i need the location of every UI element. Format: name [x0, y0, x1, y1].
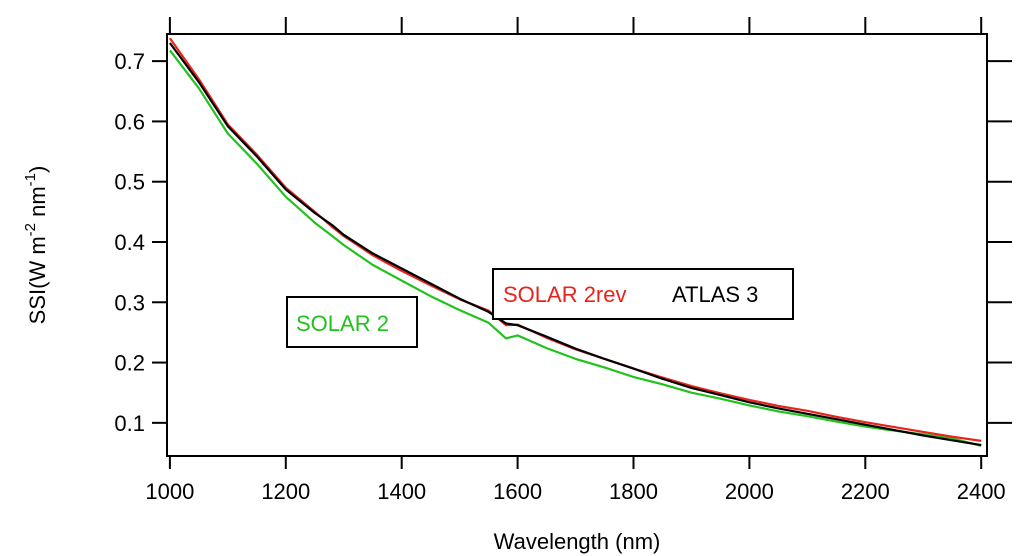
y-tick-label: 0.5 — [114, 170, 145, 195]
y-axis-title-mid: nm — [25, 186, 50, 223]
x-tick-label: 2200 — [841, 479, 890, 504]
x-tick-label: 1800 — [609, 479, 658, 504]
legend-label-atlas-3: ATLAS 3 — [672, 282, 758, 307]
ticks-layer — [152, 17, 1012, 469]
series-layer — [169, 37, 982, 447]
legend-label-solar-2rev: SOLAR 2rev — [503, 282, 627, 307]
series-line-atlas-3 — [169, 42, 982, 447]
series-line-solar-2 — [169, 49, 982, 447]
y-axis-title-base: SSI(W m — [25, 236, 50, 324]
legend-box-frame — [286, 296, 418, 348]
x-tick-label: 1200 — [261, 479, 310, 504]
x-axis-title: Wavelength (nm) — [494, 529, 661, 554]
x-tick-label: 1400 — [377, 479, 426, 504]
legend-box-solar-2rev-atlas-3: SOLAR 2rev ATLAS 3 — [492, 268, 794, 320]
y-tick-label: 0.4 — [114, 230, 145, 255]
plot-frame — [166, 33, 988, 457]
y-tick-label: 0.1 — [114, 411, 145, 436]
y-tick-label: 0.3 — [114, 290, 145, 315]
x-tick-label: 2400 — [957, 479, 1006, 504]
legend-label-solar-2: SOLAR 2 — [296, 311, 389, 336]
labels-layer: 1000 1200 1400 1600 1800 2000 2200 2400 0.1 0.2 0.… — [114, 49, 1005, 504]
y-axis-title-close: ) — [25, 166, 50, 173]
y-tick-label: 0.6 — [114, 109, 145, 134]
series-line-solar-2rev — [169, 37, 982, 442]
legend-box-frame — [492, 268, 794, 320]
y-axis-title-sup1: -2 — [22, 223, 39, 236]
y-tick-label: 0.7 — [114, 49, 145, 74]
x-tick-label: 1000 — [145, 479, 194, 504]
x-tick-label: 2000 — [725, 479, 774, 504]
legend-box-solar-2: SOLAR 2 — [286, 296, 418, 348]
y-axis-title: SSI(W m-2 nm-1) — [22, 166, 50, 325]
x-tick-label: 1600 — [493, 479, 542, 504]
y-axis-title-sup2: -1 — [22, 173, 39, 186]
y-tick-label: 0.2 — [114, 351, 145, 376]
